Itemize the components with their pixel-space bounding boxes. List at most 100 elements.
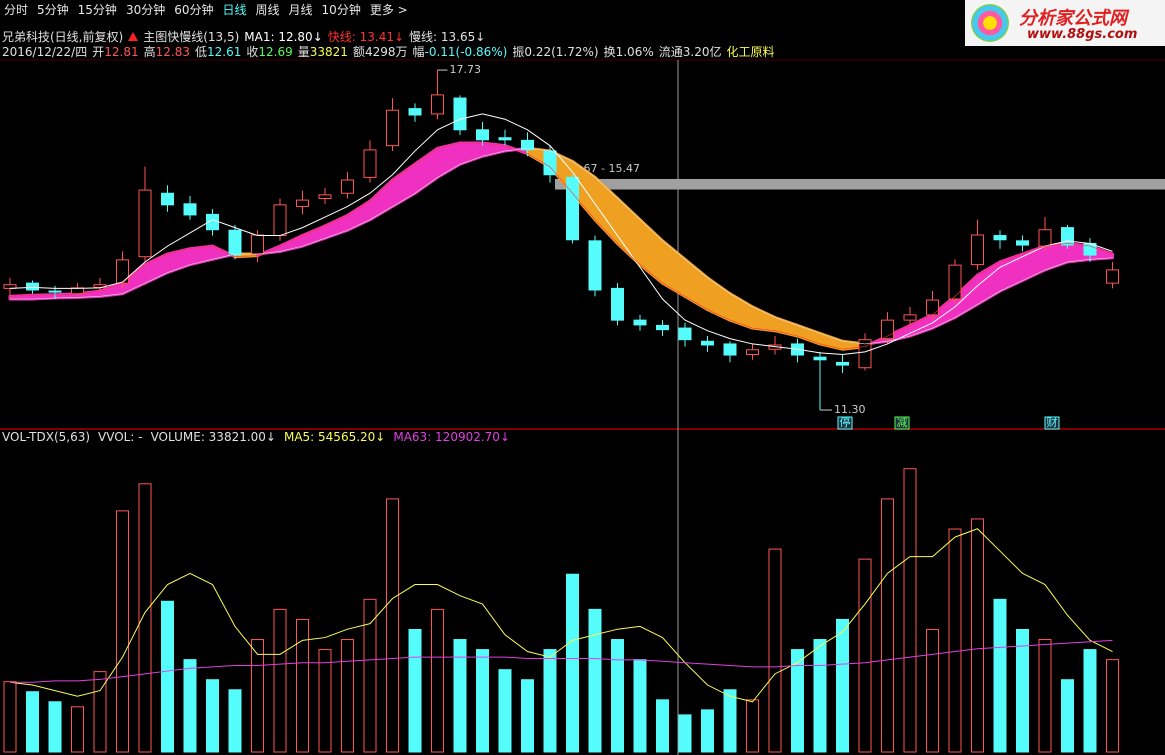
- volume-bar: [1038, 639, 1052, 753]
- volume-bar: [116, 510, 129, 753]
- candle-body: [881, 319, 894, 340]
- candle-body: [903, 314, 917, 321]
- event-marker-box: [837, 416, 853, 430]
- candle-body: [926, 299, 939, 316]
- volume-bar: [701, 709, 714, 753]
- candle-body: [746, 349, 759, 356]
- quote-item: 量33821: [298, 43, 348, 60]
- ribbon: [796, 323, 822, 346]
- candle-body: [161, 192, 174, 206]
- volume-bar: [26, 691, 39, 753]
- volume-bar: [3, 681, 17, 753]
- series-line: [10, 147, 1113, 345]
- candle-body: [476, 129, 489, 141]
- volume-bar: [836, 618, 849, 753]
- legend-entry: MA1: 12.80↓: [244, 29, 323, 44]
- series-line: [9, 142, 1113, 350]
- volume-bar: [318, 649, 332, 753]
- candle-body: [521, 139, 534, 151]
- candle-body: [611, 287, 624, 321]
- volume-bar: [746, 699, 759, 753]
- candle-body: [1061, 227, 1074, 246]
- volume-bar: [566, 573, 579, 753]
- event-marker-box: [1044, 416, 1060, 430]
- logo: 分析家公式网 www.88gs.com: [965, 0, 1165, 46]
- volume-bar: [993, 598, 1007, 753]
- candle-body: [701, 340, 714, 346]
- stock-name: 兄弟科技(日线,前复权): [2, 30, 124, 44]
- volume-bar: [48, 701, 62, 753]
- quote-label: 流通: [658, 45, 683, 59]
- price-band: [555, 178, 1165, 190]
- quote-label: 开: [92, 45, 105, 59]
- candle-body: [341, 179, 354, 194]
- volume-bar: [543, 649, 557, 753]
- toolbar-tab[interactable]: 日线: [222, 2, 247, 17]
- candle-body: [408, 108, 422, 116]
- quote-item: 高12.83: [144, 43, 190, 60]
- candle-body: [971, 234, 984, 266]
- legend-entry: 慢线: 13.65↓: [409, 30, 486, 44]
- quote-value: 12.83: [155, 45, 190, 59]
- legend-entry: VOLUME: 33821.00↓: [150, 430, 276, 444]
- quote-value: -0.11(-0.86%): [424, 45, 508, 59]
- candle-body: [678, 327, 692, 341]
- toolbar-tab[interactable]: 60分钟: [174, 2, 214, 17]
- ribbon: [166, 247, 192, 275]
- toolbar-tab[interactable]: 5分钟: [37, 2, 69, 17]
- quote-date: 2016/12/22/四: [2, 45, 88, 59]
- legend-entry: 快线: 13.41↓: [327, 30, 405, 44]
- volume-bar: [296, 618, 309, 753]
- toolbar-tab[interactable]: 10分钟: [321, 2, 361, 17]
- quote-item: 换1.06%: [604, 43, 654, 60]
- candle-body: [633, 319, 647, 326]
- toolbar-tab[interactable]: 15分钟: [77, 2, 117, 17]
- quote-label: 换: [603, 45, 616, 59]
- volume-bar: [386, 498, 399, 753]
- quote-row: 2016/12/22/四 开12.81 高12.83 低12.61 收12.69 量33…: [2, 43, 775, 60]
- toolbar-tab[interactable]: 30分钟: [125, 2, 166, 17]
- quote-value: 3.20亿: [682, 45, 722, 59]
- quote-item: 振0.22(1.72%): [512, 43, 598, 60]
- volume-bar: [363, 598, 377, 753]
- volume-bar: [926, 628, 939, 753]
- volume-subtitle: VVOL: -: [98, 430, 143, 444]
- candle-body: [566, 176, 579, 241]
- volume-bar: [881, 498, 894, 753]
- ribbon: [301, 224, 327, 248]
- up-icon: [128, 32, 139, 41]
- quote-label: 振: [512, 45, 525, 59]
- volume-bar: [1083, 649, 1097, 753]
- quote-item: 低12.61: [195, 43, 241, 60]
- series-line: [9, 113, 1113, 356]
- logo-icon: [971, 4, 1009, 42]
- ribbon: [751, 305, 777, 333]
- quote-value: 1.06%: [615, 45, 654, 59]
- volume-header: VOL-TDX(5,63) VVOL: - VOLUME: 33821.00↓ M…: [2, 430, 510, 444]
- volume-bar: [161, 600, 174, 753]
- volume-bar: [971, 518, 984, 753]
- volume-bar: [341, 639, 354, 753]
- toolbar-tab[interactable]: 分时: [4, 2, 29, 17]
- logo-url: www.88gs.com: [1027, 27, 1138, 42]
- candle-body: [386, 109, 399, 147]
- series-line: [9, 528, 1113, 703]
- logo-title: 分析家公式网: [1019, 8, 1127, 29]
- min-label: 11.30: [834, 403, 866, 416]
- candle-body: [723, 343, 737, 356]
- legend-entry: MA5: 54565.20↓: [283, 430, 386, 444]
- ribbon: [616, 197, 642, 267]
- candle-body: [588, 240, 602, 291]
- quote-value: 33821: [309, 45, 348, 59]
- toolbar-tab[interactable]: 更多 >: [369, 2, 408, 17]
- volume-bar: [656, 699, 669, 753]
- toolbar-tab[interactable]: 月线: [288, 2, 313, 17]
- ribbon: [683, 257, 709, 312]
- candle-body: [138, 189, 152, 258]
- toolbar-tab[interactable]: 周线: [255, 2, 280, 17]
- volume-bar: [71, 706, 84, 753]
- volume-bar: [408, 628, 422, 753]
- event-marker: 停: [840, 415, 851, 429]
- event-marker: 减: [897, 416, 908, 429]
